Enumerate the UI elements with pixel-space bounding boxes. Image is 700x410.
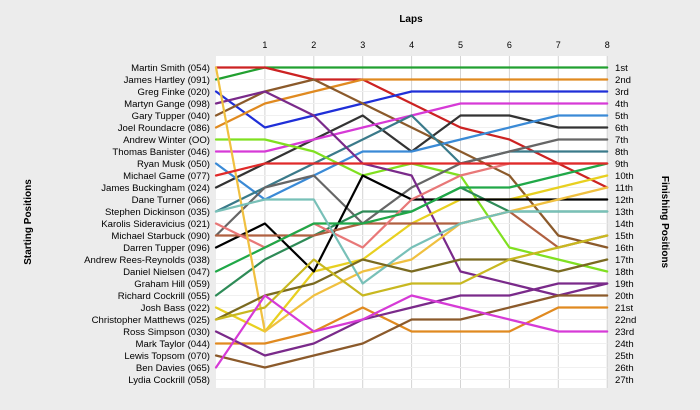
- finishing-position-label: 6th: [615, 123, 628, 134]
- starting-position-label: James Buckingham (024): [101, 183, 210, 194]
- series-line: [214, 162, 609, 177]
- starting-position-label: Richard Cockrill (055): [118, 291, 210, 302]
- series-line: [214, 66, 609, 333]
- finishing-position-label: 9th: [615, 159, 628, 170]
- right-axis-label: Finishing Positions: [659, 176, 670, 269]
- x-tick-label: 6: [507, 40, 512, 50]
- x-tick-label: 4: [409, 40, 414, 50]
- x-tick-label: 2: [311, 40, 316, 50]
- starting-position-label: Lydia Cockrill (058): [128, 375, 210, 386]
- finishing-position-label: 5th: [615, 111, 628, 122]
- series-line: [214, 66, 609, 81]
- starting-position-label: Graham Hill (059): [134, 279, 210, 290]
- finishing-position-label: 24th: [615, 339, 634, 350]
- finishing-position-label: 26th: [615, 363, 634, 374]
- series-line: [214, 294, 609, 369]
- series-line: [214, 294, 609, 369]
- series-line: [214, 66, 609, 189]
- series-line: [214, 198, 609, 285]
- finishing-position-label: 17th: [615, 255, 634, 266]
- starting-position-label: Darren Tupper (096): [123, 243, 210, 254]
- finishing-position-label: 18th: [615, 267, 634, 278]
- starting-position-label: Christopher Matthews (025): [92, 315, 210, 326]
- starting-position-label: Stephen Dickinson (035): [105, 207, 210, 218]
- finishing-position-label: 15th: [615, 231, 634, 242]
- starting-position-label: Dane Turner (066): [132, 195, 210, 206]
- left-axis-label: Starting Positions: [23, 179, 34, 265]
- finishing-position-label: 21st: [615, 303, 633, 314]
- starting-position-label: Andrew Rees-Reynolds (038): [84, 255, 210, 266]
- series-line: [214, 78, 609, 249]
- x-tick-label: 3: [360, 40, 365, 50]
- starting-position-labels: Martin Smith (054)James Hartley (091)Gre…: [84, 63, 210, 386]
- series-line: [214, 90, 609, 297]
- starting-position-label: Martin Smith (054): [131, 63, 210, 74]
- series-line: [214, 114, 609, 201]
- starting-position-label: Martyn Gange (098): [124, 99, 210, 110]
- finishing-position-label: 7th: [615, 135, 628, 146]
- series-line: [214, 210, 609, 249]
- starting-position-label: Ross Simpson (030): [123, 327, 210, 338]
- starting-position-label: Daniel Nielsen (047): [123, 267, 210, 278]
- finishing-position-label: 4th: [615, 99, 628, 110]
- starting-position-label: Josh Bass (022): [141, 303, 210, 314]
- starting-position-label: Mark Taylor (044): [136, 339, 210, 350]
- series-line: [214, 138, 609, 237]
- x-tick-label: 8: [605, 40, 610, 50]
- finishing-position-label: 13th: [615, 207, 634, 218]
- finishing-position-label: 11th: [615, 183, 633, 194]
- finishing-position-label: 16th: [615, 243, 634, 254]
- finishing-position-labels: 1st2nd3rd4th5th6th7th8th9th10th11th12th1…: [615, 63, 636, 386]
- x-tick-label: 7: [556, 40, 561, 50]
- finishing-position-label: 2nd: [615, 75, 631, 86]
- series-line: [214, 162, 609, 273]
- x-tick-labels: 1 2 3 4 5 6 7 8: [262, 40, 609, 50]
- series-line: [214, 306, 609, 345]
- starting-position-label: Karolis Sideravicius (021): [101, 219, 210, 230]
- series-line: [214, 234, 609, 321]
- series-line: [214, 90, 609, 129]
- starting-position-label: Thomas Banister (046): [112, 147, 210, 158]
- chart-title: Laps: [399, 14, 423, 25]
- finishing-position-label: 8th: [615, 147, 628, 158]
- starting-position-label: Michael Starbuck (090): [111, 231, 210, 242]
- finishing-position-label: 27th: [615, 375, 634, 386]
- finishing-position-label: 20th: [615, 291, 634, 302]
- series-line: [214, 114, 609, 213]
- series-line: [214, 282, 609, 357]
- finishing-position-label: 19th: [615, 279, 634, 290]
- starting-position-label: Greg Finke (020): [137, 87, 210, 98]
- series-lines: [214, 66, 609, 369]
- starting-position-label: James Hartley (091): [124, 75, 210, 86]
- finishing-position-label: 22nd: [615, 315, 636, 326]
- finishing-position-label: 25th: [615, 351, 634, 362]
- starting-position-label: Gary Tupper (040): [132, 111, 210, 122]
- starting-position-label: Joel Roundacre (086): [118, 123, 210, 134]
- starting-position-label: Andrew Winter (OO): [123, 135, 210, 146]
- x-tick-label: 1: [262, 40, 267, 50]
- starting-position-label: Lewis Topsom (070): [124, 351, 210, 362]
- finishing-position-label: 14th: [615, 219, 634, 230]
- finishing-position-label: 12th: [615, 195, 634, 206]
- starting-position-label: Ben Davies (065): [136, 363, 210, 374]
- starting-position-label: Michael Game (077): [123, 171, 210, 182]
- finishing-position-label: 3rd: [615, 87, 629, 98]
- finishing-position-label: 10th: [615, 171, 634, 182]
- starting-position-label: Ryan Musk (050): [137, 159, 210, 170]
- finishing-position-label: 1st: [615, 63, 628, 74]
- finishing-position-label: 23rd: [615, 327, 634, 338]
- x-tick-label: 5: [458, 40, 463, 50]
